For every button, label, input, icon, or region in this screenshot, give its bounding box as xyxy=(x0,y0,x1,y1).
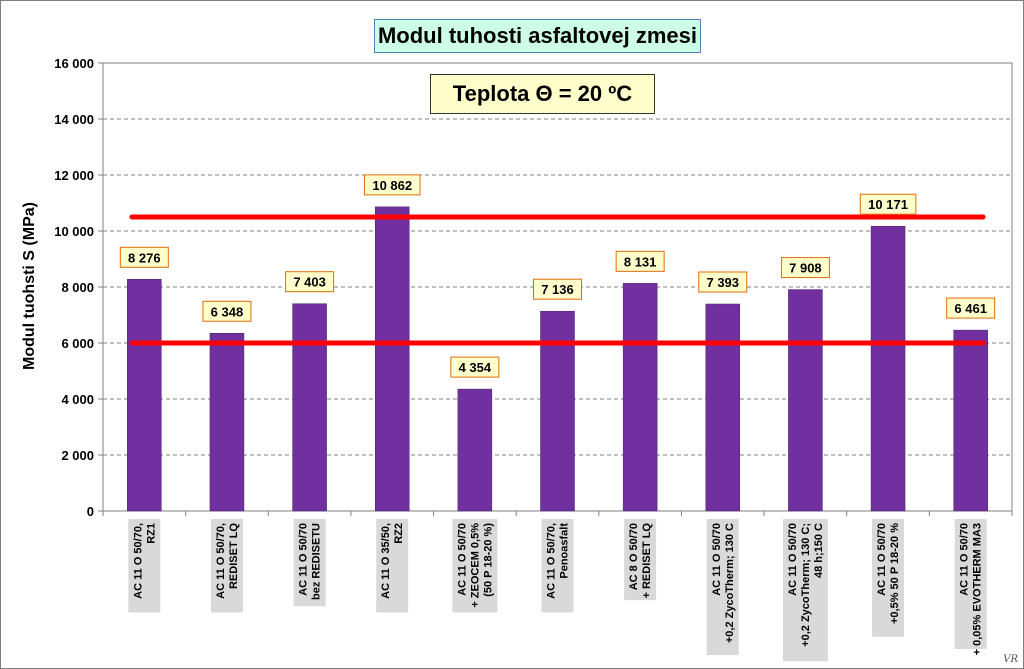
y-tick-label: 0 xyxy=(87,504,94,519)
x-category-label-line: AC 11 O 50/70 xyxy=(959,523,971,596)
x-category-label-line: bez REDISETU xyxy=(311,523,323,600)
x-category-label-line: 48 h;150 C xyxy=(813,523,825,578)
x-category-label-line: AC 11 O 50/70, xyxy=(132,523,144,599)
data-label: 10 862 xyxy=(372,178,412,193)
bar xyxy=(209,333,245,512)
x-category-label-line: AC 11 O 50/70 xyxy=(456,523,468,596)
data-label-box xyxy=(285,271,335,293)
x-category-label-bg xyxy=(706,519,739,656)
data-label: 7 393 xyxy=(706,275,739,290)
x-category-label-bg xyxy=(872,519,905,637)
data-label-box xyxy=(202,300,252,322)
y-tick-label: 14 000 xyxy=(54,112,94,127)
x-category-label-line: AC 11 O 50/70 xyxy=(787,523,799,596)
x-category-label-line: REDISET LQ xyxy=(228,523,240,589)
x-category-label-bg xyxy=(128,519,161,613)
data-label: 7 908 xyxy=(789,261,822,276)
bar xyxy=(953,329,988,512)
data-label: 6 461 xyxy=(954,301,987,316)
x-category-label-bg xyxy=(210,519,243,613)
data-label: 7 403 xyxy=(293,275,326,290)
x-category-label-line: RZ1 xyxy=(145,523,157,544)
x-category-label: AC 11 O 50/70 +0,2 ZycoTherm; 130 C xyxy=(706,519,739,656)
data-label-box xyxy=(119,246,169,268)
x-category-label: AC 11 O 50/70, Penoasfalt xyxy=(541,519,574,613)
data-label: 4 354 xyxy=(459,360,492,375)
y-tick-label: 12 000 xyxy=(54,168,94,183)
x-category-label-line: + 0,05% EVOTHERM MA3 xyxy=(972,523,984,655)
data-label: 8 131 xyxy=(624,254,657,269)
x-category-label-line: + ZEOCEM 0,5% xyxy=(469,523,481,608)
x-category-label-line: (50 P 18-20 %) xyxy=(482,523,494,597)
bar xyxy=(705,303,741,512)
y-axis-label: Modul tuohsti S (MPa) xyxy=(21,202,38,370)
data-label-box xyxy=(698,271,748,293)
x-category-label-line: AC 11 O 50/70 xyxy=(876,523,888,596)
author-credit: VR xyxy=(1003,654,1018,665)
data-label-box xyxy=(859,193,917,215)
y-tick-label: 2 000 xyxy=(61,448,94,463)
x-category-label: AC 11 O 50/70, REDISET LQ xyxy=(210,519,243,613)
x-category-label-line: AC 11 O 50/70 xyxy=(711,523,723,596)
data-label-box xyxy=(363,174,421,196)
bar xyxy=(870,225,906,512)
bar xyxy=(292,303,327,512)
x-category-label-line: +0,2 ZycoTherm; 130 C xyxy=(724,523,736,643)
x-category-label: AC 11 O 50/70 + 0,05% EVOTHERM MA3 xyxy=(954,519,987,655)
x-category-label-line: +0,2 ZycoTherm; 130 C; xyxy=(800,523,812,647)
x-category-label-line: AC 11 O 50/70, xyxy=(215,523,227,599)
y-tick-label: 6 000 xyxy=(61,336,94,351)
x-category-label-line: + REDISET LQ xyxy=(641,523,653,599)
data-label-box xyxy=(946,297,996,319)
x-category-label-line: Penoasfalt xyxy=(559,523,571,579)
x-category-label-bg xyxy=(782,519,828,662)
x-category-label-bg xyxy=(376,519,409,613)
y-tick-label: 10 000 xyxy=(54,224,94,239)
data-label-box xyxy=(450,356,500,378)
x-category-label-line: AC 11 O 50/70, xyxy=(546,523,558,599)
x-category-label-line: +0,5% 50 P 18-20 % xyxy=(889,523,901,624)
x-category-label: AC 11 O 50/70 + ZEOCEM 0,5% (50 P 18-20 %) xyxy=(452,519,498,613)
x-category-label-bg xyxy=(541,519,574,613)
bar xyxy=(622,283,658,512)
chart-title: Modul tuhosti asfaltovej zmesi xyxy=(374,19,701,53)
bar xyxy=(457,388,493,512)
x-category-label-line: AC 11 O 35/50, xyxy=(380,523,392,599)
data-label-box xyxy=(533,278,582,300)
x-category-label-bg xyxy=(954,519,987,649)
bar xyxy=(127,279,162,512)
data-label-box xyxy=(780,257,830,279)
x-category-label: AC 11 O 50/70, RZ1 xyxy=(128,519,161,613)
x-category-label-line: AC 8 O 50/70 xyxy=(628,523,640,590)
x-category-label: AC 8 O 50/70 + REDISET LQ xyxy=(624,519,657,601)
x-category-label-line: AC 11 O 50/70 xyxy=(298,523,310,596)
bar xyxy=(788,289,823,512)
x-category-label: AC 11 O 50/70 bez REDISETU xyxy=(293,519,326,607)
temperature-label: Teplota Θ = 20 ºC xyxy=(430,74,655,114)
bar xyxy=(374,206,410,512)
y-tick-label: 8 000 xyxy=(61,280,94,295)
x-category-label: AC 11 O 50/70 +0,2 ZycoTherm; 130 C; 48 h;… xyxy=(782,519,828,662)
data-label: 10 171 xyxy=(868,197,908,212)
x-category-label-line: RZ2 xyxy=(393,523,405,544)
data-label: 6 348 xyxy=(211,304,244,319)
x-category-label-bg xyxy=(624,519,657,601)
data-label: 8 276 xyxy=(128,250,161,265)
x-category-label-bg xyxy=(452,519,498,613)
y-tick-label: 4 000 xyxy=(61,392,94,407)
x-category-label: AC 11 O 50/70 +0,5% 50 P 18-20 % xyxy=(872,519,905,637)
x-category-label: AC 11 O 35/50, RZ2 xyxy=(376,519,409,613)
data-label-box xyxy=(615,250,665,272)
y-tick-label: 16 000 xyxy=(54,56,94,71)
x-category-label-bg xyxy=(293,519,326,607)
data-label: 7 136 xyxy=(541,282,574,297)
